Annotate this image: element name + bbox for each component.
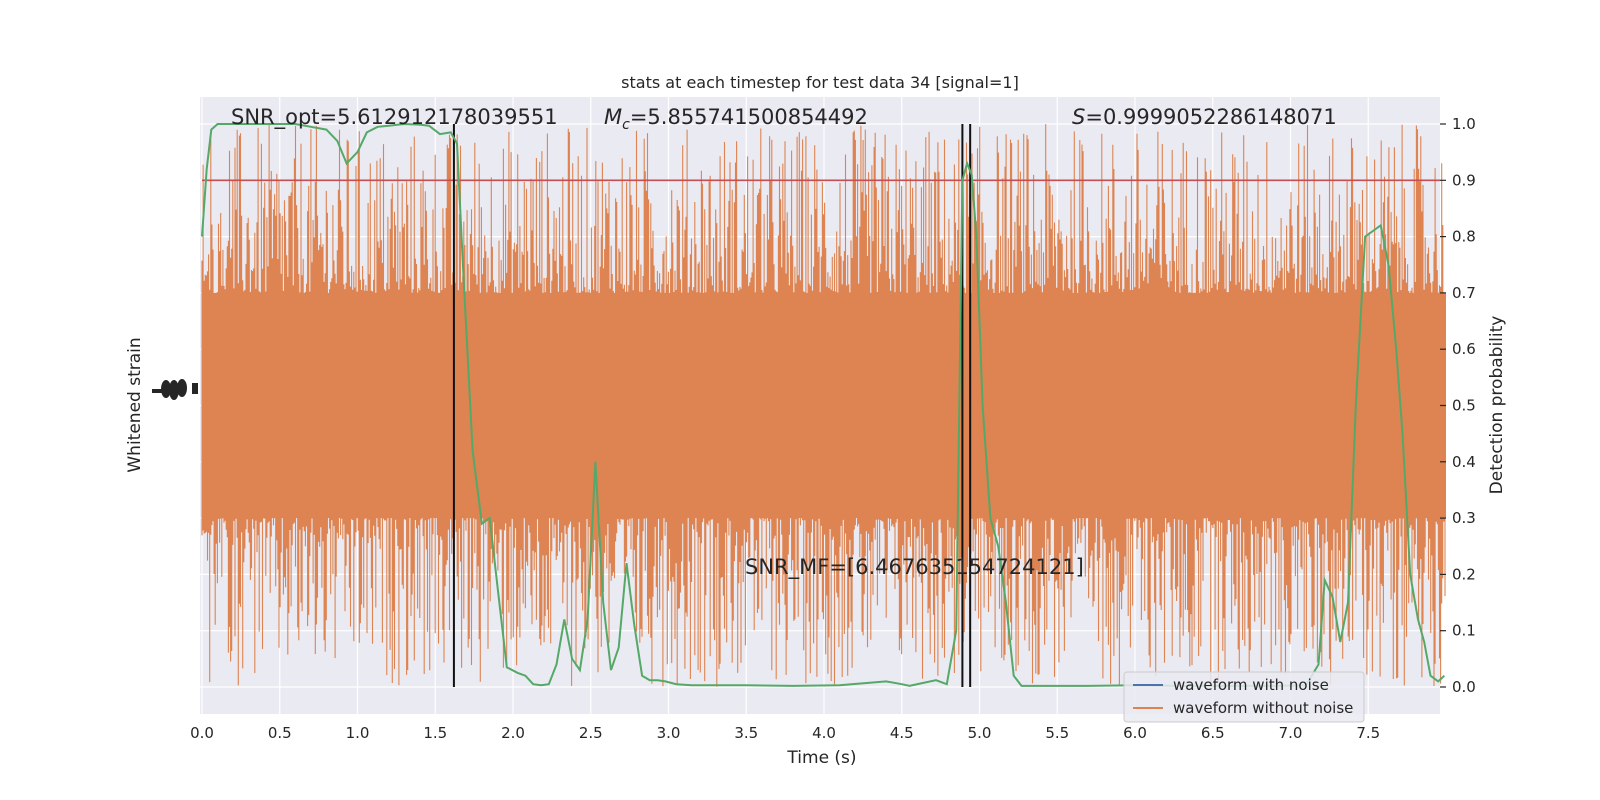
y-axis-label-right: Detection probability (1487, 316, 1507, 495)
y-tick-label: 0.6 (1452, 340, 1476, 358)
y-tick-label: 0.3 (1452, 509, 1476, 527)
score-annotation: S=0.9999052286148071 (1072, 105, 1337, 129)
y-tick-label: 0.4 (1452, 453, 1476, 471)
x-tick-label: 1.5 (423, 724, 447, 742)
x-tick-label: 5.0 (968, 724, 992, 742)
x-tick-label: 1.0 (346, 724, 370, 742)
y-tick-label: 0.0 (1452, 678, 1476, 696)
left-axis-blob (152, 379, 198, 400)
y-tick-label: 0.7 (1452, 284, 1476, 302)
x-axis-label: Time (s) (786, 748, 856, 768)
chart-title: stats at each timestep for test data 34 … (621, 73, 1019, 92)
legend-label-with-noise: waveform with noise (1173, 676, 1329, 694)
x-tick-label: 0.0 (190, 724, 214, 742)
s-symbol: S (1072, 105, 1085, 129)
x-tick-label: 3.5 (734, 724, 758, 742)
mc-subscript: c (622, 117, 630, 133)
x-tick-label: 6.5 (1201, 724, 1225, 742)
strain-series (201, 124, 1446, 687)
y-tick-label: 0.1 (1452, 622, 1476, 640)
snr-opt-annotation: SNR_opt=5.612912178039551 (231, 105, 558, 130)
x-tick-label: 6.0 (1123, 724, 1147, 742)
x-tick-label: 0.5 (268, 724, 292, 742)
y-tick-label: 0.2 (1452, 565, 1476, 583)
detection-probability-line (201, 122, 1446, 687)
legend-label-without-noise: waveform without noise (1173, 699, 1353, 717)
y-axis-label-left: Whitened strain (125, 337, 145, 472)
chirp-mass-annotation: Mc=5.855741500854492 (604, 105, 868, 133)
y-tick-label: 0.8 (1452, 228, 1476, 246)
x-tick-label: 5.5 (1045, 724, 1069, 742)
strain-spikes (201, 124, 1446, 687)
mc-symbol: M (604, 105, 622, 129)
y-tick-label: 1.0 (1452, 115, 1476, 133)
x-tick-label: 2.5 (579, 724, 603, 742)
s-value: =0.9999052286148071 (1085, 105, 1336, 129)
detection-probability-series (201, 122, 1446, 687)
x-tick-label: 7.5 (1356, 724, 1380, 742)
x-tick-label: 2.0 (501, 724, 525, 742)
x-tick-label: 3.0 (657, 724, 681, 742)
x-tick-label: 4.5 (890, 724, 914, 742)
mc-value: =5.855741500854492 (630, 105, 868, 129)
y-tick-label: 0.5 (1452, 397, 1476, 415)
legend-box (1123, 671, 1365, 723)
x-axis-ticks: 0.0 0.5 1.0 1.5 2.0 2.5 3.0 3.5 4.0 4.5 5.0 5.5 6.0 6… (190, 724, 1380, 742)
x-tick-label: 4.0 (812, 724, 836, 742)
snr-mf-annotation: SNR_MF=[6.467635154724121] (745, 555, 1084, 580)
y-right-axis-ticks: 0.0 0.1 0.2 0.3 0.4 0.5 0.6 0.7 0.8 0.9 1.0 (1440, 115, 1476, 696)
y-tick-label: 0.9 (1452, 171, 1476, 189)
legend: waveform with noise waveform without noi… (1123, 671, 1365, 723)
x-tick-label: 7.0 (1279, 724, 1303, 742)
